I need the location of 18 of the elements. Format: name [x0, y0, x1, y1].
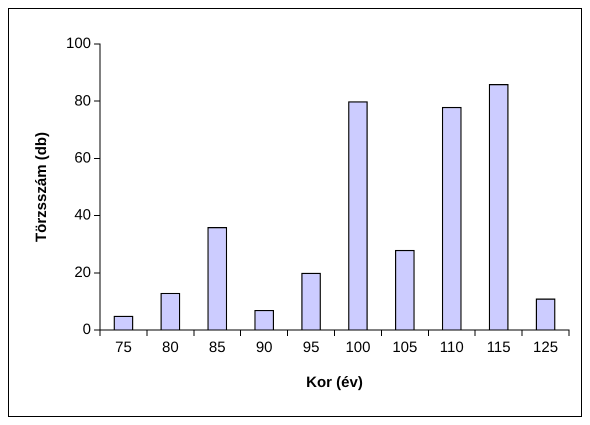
- x-axis-title: Kor (év): [306, 374, 363, 392]
- x-tick-label: 100: [345, 339, 370, 356]
- x-tick-label: 90: [256, 339, 273, 356]
- y-tick-label: 60: [74, 150, 92, 167]
- y-tick-label: 20: [74, 264, 92, 281]
- y-tick-label: 0: [82, 321, 92, 338]
- y-tick-label: 40: [74, 206, 92, 224]
- y-tick-label: 100: [66, 35, 92, 52]
- x-tick-label: 85: [208, 339, 226, 356]
- x-tick-label: 110: [440, 339, 464, 356]
- x-tick-label: 105: [392, 339, 418, 356]
- x-tick-label: 125: [533, 339, 558, 356]
- x-tick-label: 95: [302, 339, 320, 356]
- y-axis-title: Törzsszám (db): [33, 132, 50, 242]
- y-tick-label: 80: [74, 92, 92, 110]
- x-tick-label: 75: [115, 339, 132, 356]
- x-tick-label: 80: [162, 339, 179, 356]
- x-tick-label: 115: [486, 339, 511, 356]
